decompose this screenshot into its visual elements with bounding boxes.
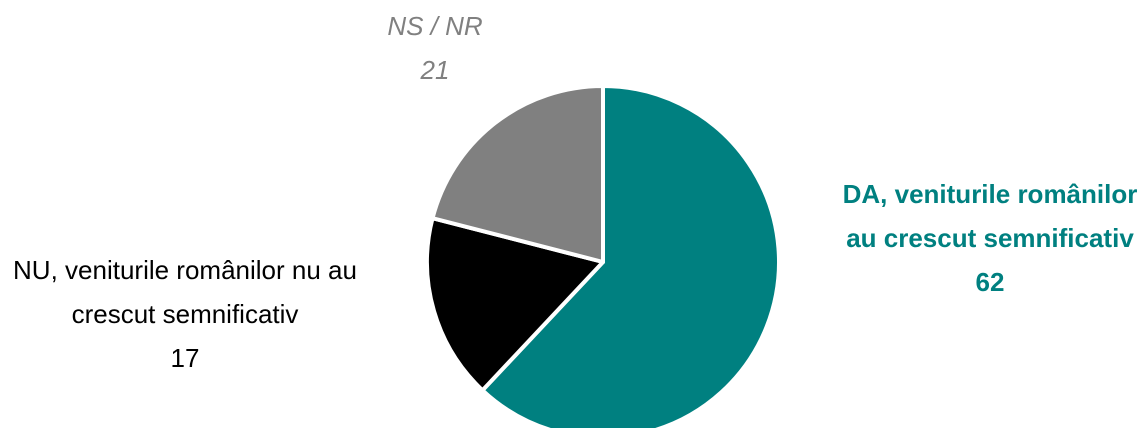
slice-label: NS / NR 21 bbox=[335, 4, 535, 92]
slice-label: DA, veniturile românilor au crescut semn… bbox=[830, 172, 1141, 304]
value-label: 17 bbox=[170, 343, 200, 373]
pie-slice bbox=[480, 84, 781, 428]
pie-slice bbox=[430, 84, 605, 264]
category-name: NS / NR bbox=[387, 11, 483, 41]
pie-slice bbox=[425, 216, 605, 393]
slice-label: NU, veniturile românilor nu au crescut s… bbox=[5, 248, 365, 380]
value-label: 62 bbox=[975, 267, 1005, 297]
category-name: DA, veniturile românilor au crescut semn… bbox=[842, 179, 1138, 253]
category-name: NU, veniturile românilor nu au crescut s… bbox=[13, 255, 357, 329]
value-label: 21 bbox=[420, 55, 450, 85]
